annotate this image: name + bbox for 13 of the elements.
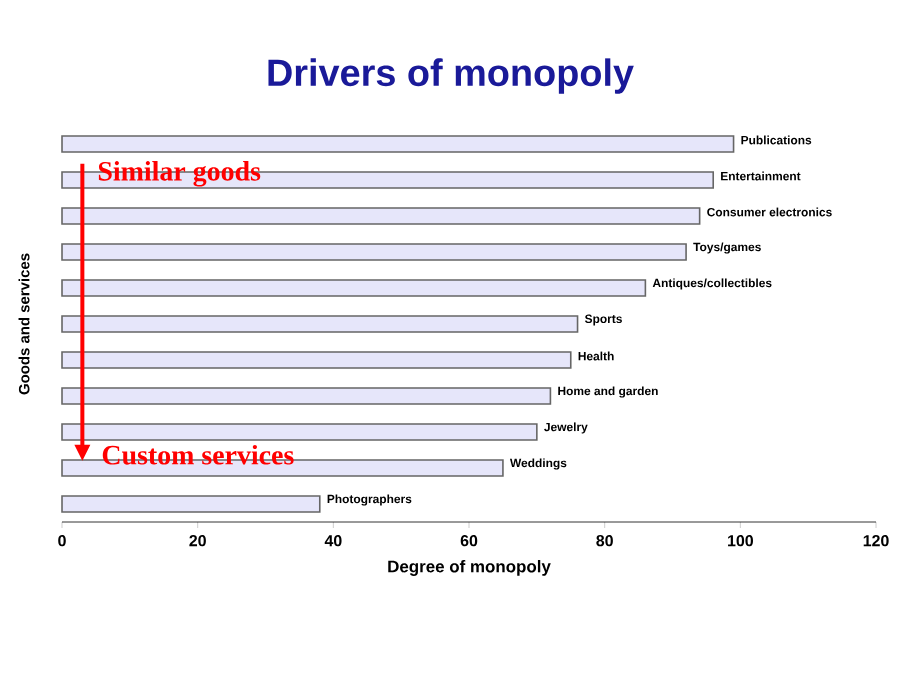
x-axis-title: Degree of monopoly [388,560,551,576]
annotation: Similar goods [98,161,261,187]
annotation: Custom services [102,444,294,465]
chart-title: Drivers of monopoly [268,58,634,94]
bar [61,495,321,513]
bar [61,423,538,441]
bar [61,279,647,297]
bar [61,135,735,153]
bar [61,387,552,405]
bar [61,207,701,225]
bar [61,315,579,333]
bar [61,243,687,261]
bar [61,351,572,369]
